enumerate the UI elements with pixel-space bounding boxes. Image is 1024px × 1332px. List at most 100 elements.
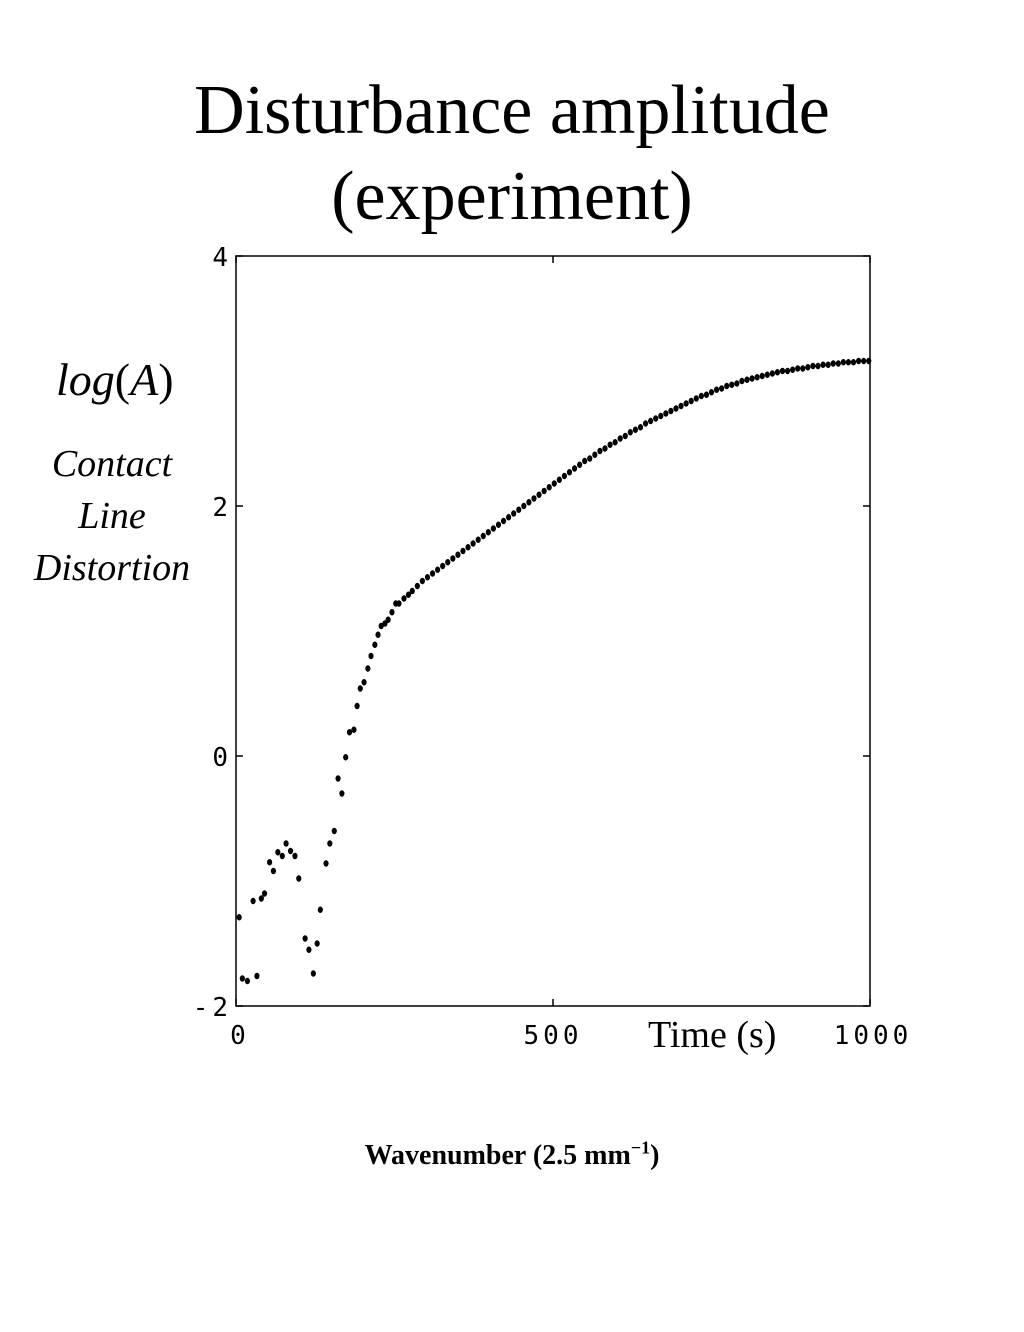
data-point — [642, 420, 649, 427]
data-point — [622, 432, 628, 440]
data-point — [267, 859, 273, 866]
data-point — [506, 514, 512, 521]
data-point — [254, 972, 260, 980]
footnote-close: ) — [650, 1140, 660, 1171]
data-point — [405, 591, 412, 598]
y-axis-description-line-3: Distortion — [33, 547, 191, 589]
data-point — [566, 469, 573, 476]
data-point — [749, 375, 755, 382]
data-point — [673, 405, 679, 412]
y-axis-label-close: ) — [158, 354, 174, 405]
data-point — [815, 362, 821, 370]
x-tick-label: 1000 — [834, 1021, 913, 1051]
data-point — [678, 402, 684, 410]
data-point — [279, 852, 285, 860]
data-point — [739, 377, 745, 385]
data-point — [769, 370, 775, 377]
data-point — [460, 547, 466, 555]
data-point — [495, 521, 502, 528]
data-point — [577, 461, 583, 468]
data-point — [617, 435, 623, 442]
data-point — [236, 914, 242, 921]
data-point — [310, 970, 316, 977]
data-point — [759, 372, 765, 380]
x-axis-label: Time (s) — [648, 1014, 777, 1056]
data-point — [372, 641, 378, 648]
data-point — [845, 359, 852, 366]
data-point — [866, 357, 872, 365]
data-point — [602, 445, 608, 452]
x-tick-label: 500 — [524, 1021, 583, 1051]
data-point — [561, 472, 568, 480]
data-point — [414, 582, 420, 590]
y-axis-label-var: A — [130, 354, 159, 405]
footnote: Wavenumber (2.5 mm−1) — [0, 1138, 1024, 1174]
data-point — [401, 595, 407, 602]
data-point — [396, 600, 402, 607]
data-point — [855, 357, 862, 365]
data-point — [541, 487, 547, 495]
data-point — [445, 559, 451, 566]
data-point — [556, 476, 562, 483]
y-axis-description: Contact Line Distortion — [10, 438, 214, 594]
footnote-superscript: −1 — [630, 1137, 651, 1158]
data-point — [597, 447, 603, 455]
data-point — [354, 702, 360, 710]
data-point — [835, 360, 841, 367]
data-point — [470, 540, 476, 547]
y-axis-label-func: log — [56, 354, 115, 405]
data-point — [317, 906, 323, 913]
data-point — [314, 940, 320, 947]
data-point — [261, 890, 268, 897]
data-point — [351, 726, 357, 733]
data-point — [283, 840, 289, 847]
data-point — [703, 391, 710, 398]
data-point — [292, 852, 298, 860]
data-point — [779, 367, 786, 375]
data-point — [490, 525, 497, 532]
data-point — [663, 410, 669, 417]
data-point — [521, 502, 527, 510]
y-tick-label: 4 — [212, 243, 232, 273]
data-point — [632, 426, 639, 433]
data-point — [270, 867, 277, 875]
data-point — [764, 371, 770, 378]
data-point — [587, 455, 593, 462]
data-point — [409, 587, 415, 595]
data-point — [536, 491, 542, 498]
data-point — [465, 544, 471, 551]
data-point — [795, 365, 801, 372]
data-point — [331, 827, 337, 835]
data-point — [648, 417, 654, 425]
data-point — [419, 577, 425, 585]
data-point — [830, 360, 836, 367]
data-point — [850, 359, 857, 366]
data-point — [546, 484, 552, 491]
data-point — [375, 631, 381, 638]
data-point — [571, 465, 578, 472]
data-point — [637, 424, 644, 431]
data-point — [805, 364, 811, 371]
data-point — [800, 365, 806, 372]
x-tick-label: 0 — [230, 1021, 250, 1051]
data-point — [335, 775, 341, 782]
data-point — [244, 977, 251, 985]
data-point — [693, 395, 699, 402]
data-point — [511, 510, 517, 517]
data-point — [790, 366, 796, 373]
title-line-1: Disturbance amplitude — [194, 72, 830, 149]
data-point — [531, 495, 537, 502]
data-point — [440, 562, 446, 570]
data-point — [306, 946, 312, 953]
data-point — [378, 622, 384, 630]
plot-frame — [235, 255, 871, 1007]
data-point — [729, 381, 735, 388]
y-axis-label-open: ( — [114, 354, 131, 405]
data-point — [385, 616, 391, 623]
data-point — [698, 392, 704, 400]
y-axis-description-line-1: Contact — [51, 443, 173, 485]
data-point — [250, 897, 256, 905]
data-point — [258, 895, 264, 902]
data-point — [810, 362, 816, 370]
data-point — [683, 400, 689, 407]
